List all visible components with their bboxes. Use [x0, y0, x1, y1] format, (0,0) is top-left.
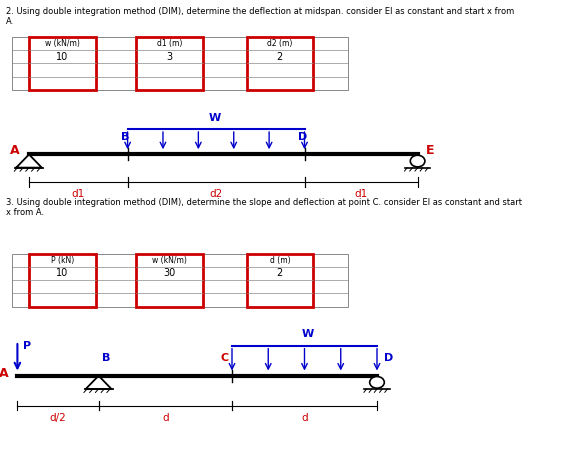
- Text: D: D: [384, 353, 393, 363]
- Bar: [246, 37, 313, 90]
- Text: E: E: [426, 144, 434, 157]
- Text: C: C: [221, 353, 229, 363]
- Text: d: d: [301, 413, 308, 423]
- Text: P: P: [23, 341, 31, 351]
- Text: 2. Using double integration method (DIM), determine the deflection at midspan. c: 2. Using double integration method (DIM)…: [6, 7, 514, 16]
- Bar: [136, 254, 203, 307]
- Text: x from A.: x from A.: [6, 208, 44, 218]
- Text: B: B: [102, 353, 110, 363]
- Text: P (kN): P (kN): [50, 256, 74, 265]
- Text: d1: d1: [354, 189, 368, 199]
- Text: A: A: [10, 144, 19, 157]
- Text: 2: 2: [277, 52, 283, 62]
- Text: d1 (m): d1 (m): [157, 39, 182, 48]
- Text: d1: d1: [72, 189, 85, 199]
- Text: 10: 10: [56, 52, 68, 62]
- Text: w (kN/m): w (kN/m): [152, 256, 187, 265]
- Text: 3. Using double integration method (DIM), determine the slope and deflection at : 3. Using double integration method (DIM)…: [6, 198, 522, 207]
- Circle shape: [369, 377, 385, 388]
- Text: 3: 3: [166, 52, 173, 62]
- Text: d (m): d (m): [270, 256, 290, 265]
- Bar: [12, 254, 348, 307]
- Text: w (kN/m): w (kN/m): [45, 39, 80, 48]
- Text: B: B: [121, 131, 129, 142]
- Text: 2: 2: [277, 268, 283, 278]
- Text: d/2: d/2: [50, 413, 66, 423]
- Text: D: D: [298, 131, 307, 142]
- Text: A.: A.: [6, 17, 14, 26]
- Text: 10: 10: [56, 268, 68, 278]
- Bar: [29, 254, 96, 307]
- Bar: [29, 37, 96, 90]
- Bar: [12, 37, 348, 90]
- Circle shape: [410, 155, 425, 167]
- Bar: [136, 37, 203, 90]
- Text: d2 (m): d2 (m): [267, 39, 292, 48]
- Text: A: A: [0, 367, 9, 380]
- Text: 30: 30: [164, 268, 176, 278]
- Text: d2: d2: [209, 189, 223, 199]
- Text: d: d: [162, 413, 169, 423]
- Text: W: W: [301, 329, 314, 339]
- Text: W: W: [208, 113, 221, 123]
- Bar: [246, 254, 313, 307]
